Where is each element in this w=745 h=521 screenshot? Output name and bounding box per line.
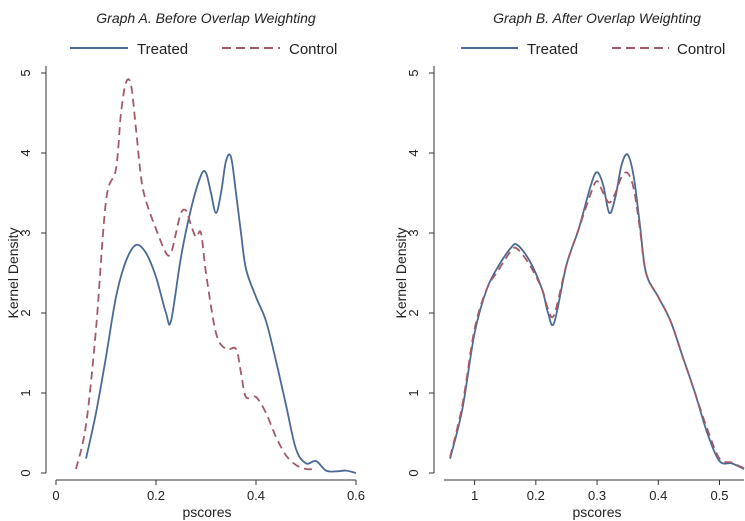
y-tick-label: 0 — [406, 469, 421, 476]
x-tick-label: 0.4 — [247, 488, 265, 503]
x-axis-ticks: 1 0.2 0.3 0.4 0.5 — [471, 480, 729, 503]
y-tick-label: 2 — [18, 309, 33, 316]
x-tick-label: 0.3 — [588, 488, 606, 503]
legend-label-treated: Treated — [137, 41, 188, 58]
x-tick-label: 0.2 — [147, 488, 165, 503]
x-axis-label: pscores — [182, 504, 231, 520]
x-tick-label: 0.4 — [649, 488, 667, 503]
series-lines — [75, 78, 357, 474]
y-tick-label: 5 — [406, 69, 421, 76]
y-tick-label: 1 — [406, 389, 421, 396]
legend-label-control: Control — [289, 41, 337, 58]
x-tick-label: 0.5 — [710, 488, 728, 503]
y-tick-label: 1 — [18, 389, 33, 396]
y-tick-label: 3 — [18, 229, 33, 236]
chart-panel-a: Graph A. Before Overlap Weighting Treate… — [5, 10, 365, 520]
x-axis-label: pscores — [572, 504, 621, 520]
series-lines — [449, 153, 745, 470]
y-tick-label: 5 — [18, 69, 33, 76]
series-line-control — [75, 78, 317, 471]
y-axis-label: Kernel Density — [5, 227, 21, 318]
x-tick-label: 0 — [52, 488, 59, 503]
y-tick-label: 4 — [406, 149, 421, 156]
chart-title: Graph B. After Overlap Weighting — [493, 10, 701, 26]
y-tick-label: 2 — [406, 309, 421, 316]
legend-label-treated: Treated — [527, 41, 578, 58]
y-tick-label: 0 — [18, 469, 33, 476]
x-tick-label: 1 — [471, 488, 478, 503]
series-line-treated — [85, 153, 357, 474]
y-tick-label: 3 — [406, 229, 421, 236]
series-line-treated — [449, 153, 745, 470]
legend: Treated Control — [461, 41, 725, 58]
series-line-control — [449, 171, 745, 470]
y-axis-label: Kernel Density — [393, 227, 409, 318]
chart-title: Graph A. Before Overlap Weighting — [96, 10, 316, 26]
y-tick-label: 4 — [18, 149, 33, 156]
x-tick-label: 0.6 — [347, 488, 365, 503]
y-axis-ticks: 0 1 2 3 4 5 — [18, 69, 46, 477]
chart-panel-b: Graph B. After Overlap Weighting Treated… — [393, 10, 745, 520]
legend-label-control: Control — [677, 41, 725, 58]
legend: Treated Control — [70, 41, 337, 58]
y-axis-ticks: 0 1 2 3 4 5 — [406, 69, 434, 477]
x-axis-ticks: 0 0.2 0.4 0.6 — [52, 480, 365, 503]
x-tick-label: 0.2 — [527, 488, 545, 503]
